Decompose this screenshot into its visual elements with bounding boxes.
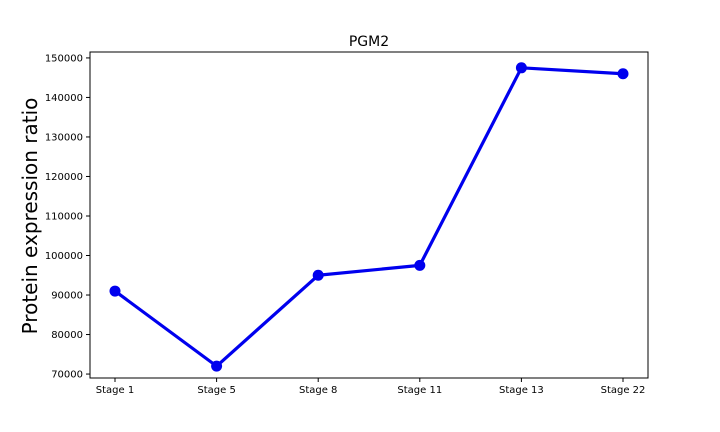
y-tick-label-3: 100000 [45,251,83,262]
x-tick-label-4: Stage 13 [499,385,544,396]
y-axis: 70000 80000 90000 100000 110000 120000 130000 1… [45,53,90,380]
y-tick-label-1: 80000 [51,330,83,341]
y-tick-label-5: 120000 [45,172,83,183]
data-point-5 [618,68,629,79]
plot-area-frame [90,52,648,378]
chart-title: PGM2 [349,34,389,50]
y-tick-label-6: 130000 [45,132,83,143]
x-tick-label-1: Stage 5 [197,385,235,396]
y-tick-label-7: 140000 [45,93,83,104]
data-point-0 [110,286,121,297]
x-tick-label-3: Stage 11 [397,385,442,396]
x-tick-label-0: Stage 1 [96,385,134,396]
y-tick-label-8: 150000 [45,53,83,64]
y-tick-label-2: 90000 [51,291,83,302]
y-axis-label: Protein expression ratio [18,98,42,335]
series-line-0 [115,68,623,366]
data-point-3 [414,260,425,271]
y-tick-label-0: 70000 [51,370,83,381]
series-layer [110,62,629,371]
data-point-2 [313,270,324,281]
y-tick-label-4: 110000 [45,211,83,222]
data-point-4 [516,62,527,73]
x-tick-label-5: Stage 22 [601,385,646,396]
x-axis: Stage 1 Stage 5 Stage 8 Stage 11 Stage 13 Sta… [96,378,646,396]
data-point-1 [211,361,222,372]
x-tick-label-2: Stage 8 [299,385,337,396]
